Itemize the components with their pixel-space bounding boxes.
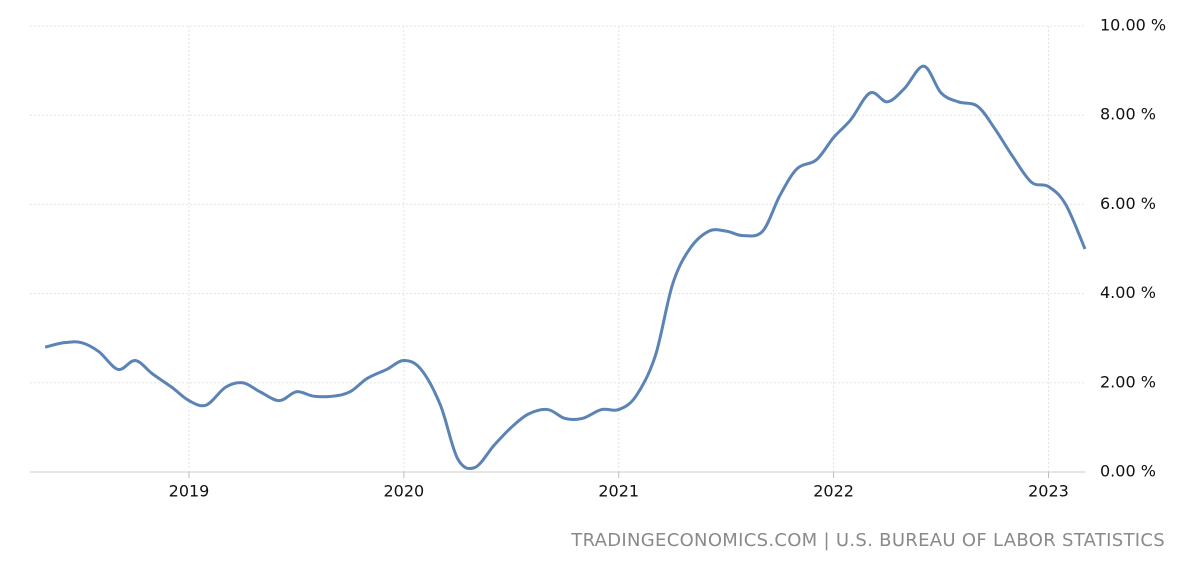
y-tick-label: 2.00 % <box>1100 372 1156 391</box>
x-tick-label: 2020 <box>384 482 425 501</box>
y-tick-label: 8.00 % <box>1100 105 1156 124</box>
y-tick-label: 6.00 % <box>1100 194 1156 213</box>
x-tick-label: 2019 <box>169 482 210 501</box>
y-tick-label: 10.00 % <box>1100 16 1166 35</box>
y-tick-label: 4.00 % <box>1100 283 1156 302</box>
line <box>44 64 1087 471</box>
x-tick-label: 2022 <box>813 482 854 501</box>
x-tick-label: 2021 <box>598 482 639 501</box>
y-tick-label: 0.00 % <box>1100 462 1156 481</box>
x-tick-label: 2023 <box>1028 482 1069 501</box>
source: TRADINGECONOMICS.COM | U.S. BUREAU OF LA… <box>570 530 1165 551</box>
